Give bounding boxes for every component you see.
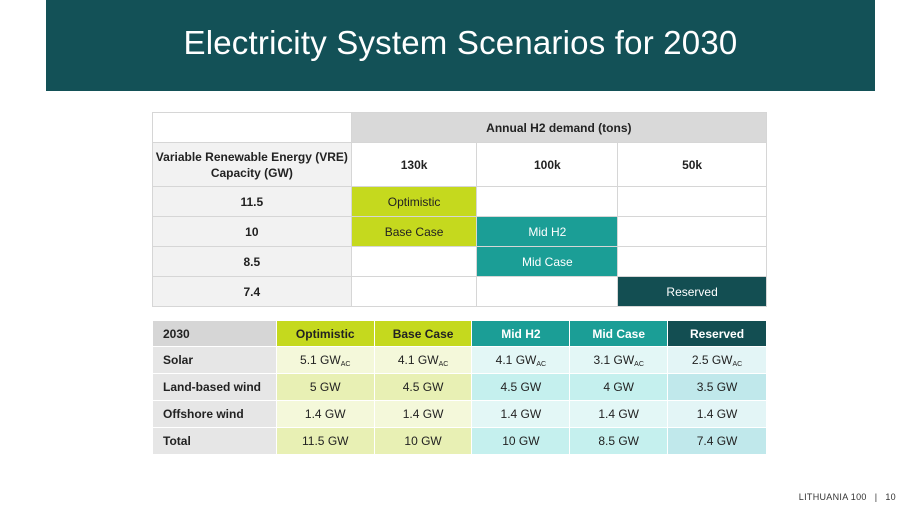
vre-row-label: 7.4	[152, 276, 352, 307]
table-cell: 3.1 GWAC	[569, 346, 669, 374]
table-cell: 5 GW	[275, 373, 375, 401]
footer-brand: LITHUANIA 100	[798, 492, 867, 502]
table-cell: 4.1 GWAC	[373, 346, 473, 374]
col-header-base-case: Base Case	[373, 320, 473, 347]
table-cell: 4.1 GWAC	[471, 346, 571, 374]
col-header-optimistic: Optimistic	[275, 320, 375, 347]
slide-footer: LITHUANIA 100 | 10	[799, 492, 896, 502]
capacity-breakdown-table: 2030 Optimistic Base Case Mid H2 Mid Cas…	[152, 320, 767, 455]
demand-col-50k: 50k	[617, 142, 767, 187]
matrix-cell	[617, 246, 767, 277]
col-header-mid-h2: Mid H2	[471, 320, 571, 347]
page-number: 10	[885, 492, 896, 502]
row-label-land-wind: Land-based wind	[152, 373, 277, 401]
vre-row-label: 11.5	[152, 186, 352, 217]
table-corner-year: 2030	[152, 320, 277, 347]
footer-separator: |	[874, 492, 878, 502]
table-cell: 10 GW	[373, 427, 473, 455]
h2-demand-header: Annual H2 demand (tons)	[350, 112, 768, 143]
matrix-cell-optimistic: Optimistic	[350, 186, 478, 217]
table-cell: 3.5 GW	[667, 373, 767, 401]
matrix-cell	[617, 216, 767, 247]
table-cell: 7.4 GW	[667, 427, 767, 455]
matrix-cell-mid-h2: Mid H2	[476, 216, 619, 247]
matrix-cell	[476, 186, 619, 217]
page-title: Electricity System Scenarios for 2030	[183, 23, 738, 61]
table-cell: 4.5 GW	[471, 373, 571, 401]
table-cell: 10 GW	[471, 427, 571, 455]
table-cell: 5.1 GWAC	[275, 346, 375, 374]
table-row: Land-based wind 5 GW 4.5 GW 4.5 GW 4 GW …	[152, 373, 767, 401]
row-label-solar: Solar	[152, 346, 277, 374]
vre-row-label: 10	[152, 216, 352, 247]
table-cell: 1.4 GW	[667, 400, 767, 428]
matrix-cell	[350, 276, 478, 307]
table-cell: 1.4 GW	[569, 400, 669, 428]
matrix-cell-reserved: Reserved	[617, 276, 767, 307]
title-banner: Electricity System Scenarios for 2030	[46, 0, 875, 91]
matrix-cell	[617, 186, 767, 217]
table-cell: 2.5 GWAC	[667, 346, 767, 374]
table-row: Offshore wind 1.4 GW 1.4 GW 1.4 GW 1.4 G…	[152, 400, 767, 428]
col-header-reserved: Reserved	[667, 320, 767, 347]
table-cell: 11.5 GW	[275, 427, 375, 455]
table-row: Total 11.5 GW 10 GW 10 GW 8.5 GW 7.4 GW	[152, 427, 767, 455]
row-label-offshore-wind: Offshore wind	[152, 400, 277, 428]
matrix-corner-cell	[152, 112, 352, 143]
table-cell: 1.4 GW	[373, 400, 473, 428]
vre-row-label: 8.5	[152, 246, 352, 277]
scenario-matrix-table: Annual H2 demand (tons) Variable Renewab…	[152, 112, 768, 307]
matrix-cell-mid-case: Mid Case	[476, 246, 619, 277]
matrix-cell-base-case: Base Case	[350, 216, 478, 247]
demand-col-100k: 100k	[476, 142, 619, 187]
table-cell: 4 GW	[569, 373, 669, 401]
table-cell: 8.5 GW	[569, 427, 669, 455]
table-cell: 4.5 GW	[373, 373, 473, 401]
table-row: Solar 5.1 GWAC 4.1 GWAC 4.1 GWAC 3.1 GWA…	[152, 346, 767, 374]
matrix-cell	[476, 276, 619, 307]
demand-col-130k: 130k	[350, 142, 478, 187]
table-cell: 1.4 GW	[275, 400, 375, 428]
row-label-total: Total	[152, 427, 277, 455]
matrix-cell	[350, 246, 478, 277]
vre-capacity-header: Variable Renewable Energy (VRE) Capacity…	[152, 142, 352, 187]
table-cell: 1.4 GW	[471, 400, 571, 428]
col-header-mid-case: Mid Case	[569, 320, 669, 347]
